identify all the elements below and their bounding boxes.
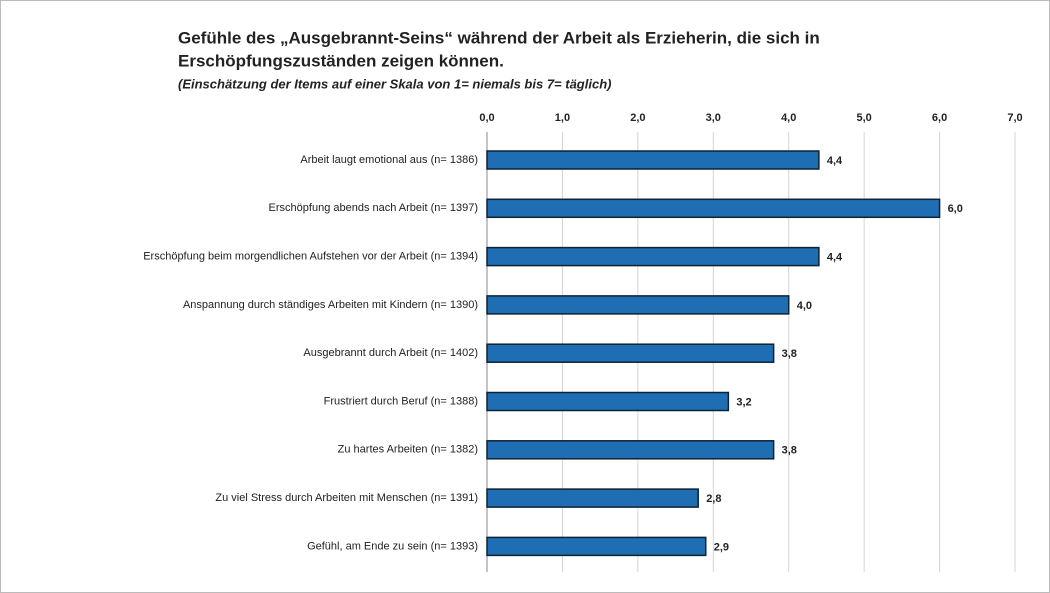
data-label: 6,0 [948,203,963,215]
data-label: 4,0 [797,300,812,312]
y-tick-label: Anspannung durch ständiges Arbeiten mit … [183,299,478,311]
x-tick-label: 4,0 [781,112,796,124]
x-tick-label: 6,0 [932,112,947,124]
x-tick-label: 7,0 [1007,112,1022,124]
y-tick-label: Frustriert durch Beruf (n= 1388) [324,395,478,407]
bar [486,536,707,557]
y-tick-label: Erschöpfung abends nach Arbeit (n= 1397) [269,202,478,214]
y-tick-label: Zu viel Stress durch Arbeiten mit Mensch… [215,492,478,504]
data-label: 4,4 [827,252,843,264]
data-label: 3,2 [736,396,751,408]
x-tick-label: 5,0 [856,112,871,124]
y-tick-label: Erschöpfung beim morgendlichen Aufstehen… [143,251,478,263]
bar [486,246,820,267]
bar [486,391,730,412]
bar [486,440,775,460]
y-tick-label: Zu hartes Arbeiten (n= 1382) [338,444,478,456]
data-label: 4,4 [827,155,843,167]
y-tick-label: Ausgebrannt durch Arbeit (n= 1402) [303,347,478,359]
chart-subtitle: (Einschätzung der Items auf einer Skala … [178,76,611,91]
x-tick-label: 3,0 [706,112,721,124]
x-tick-label: 0,0 [479,112,494,124]
data-label: 2,8 [706,493,721,505]
x-tick-label: 1,0 [555,112,570,124]
bar [486,198,941,219]
chart-title: Gefühle des „Ausgebrannt-Seins“ während … [178,28,820,47]
bar [486,343,775,363]
y-tick-label: Gefühl, am Ende zu sein (n= 1393) [307,540,478,552]
bar [486,295,790,315]
chart-title: Erschöpfungszuständen zeigen können. [178,51,504,70]
x-tick-label: 2,0 [630,112,645,124]
data-label: 2,9 [714,541,729,553]
data-label: 3,8 [782,348,797,360]
y-tick-label: Arbeit laugt emotional aus (n= 1386) [300,154,478,166]
bar [486,150,820,170]
data-label: 3,8 [782,445,797,457]
bar [486,488,699,508]
